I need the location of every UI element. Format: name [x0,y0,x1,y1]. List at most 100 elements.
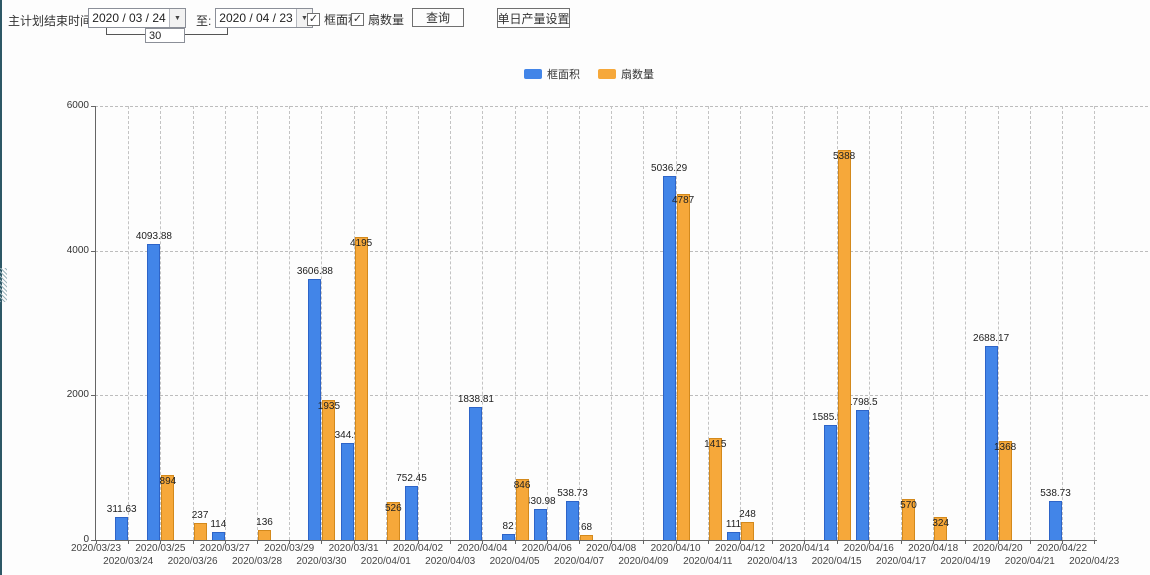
bar-value-label: 3606.88 [296,266,333,277]
y-axis-tick [91,395,95,397]
splitter-grip[interactable] [0,268,7,302]
bar-扇数量-2020/04/12 [741,522,754,540]
x-axis-tick [740,540,741,544]
bar-value-label: 4195 [349,238,373,249]
y-axis-label: 2000 [66,389,89,401]
bar-扇数量-2020/03/30 [322,400,336,540]
x-axis-tick [933,540,935,544]
bar-value-label: 430.98 [525,496,556,507]
bar-value-label: 324 [932,518,950,529]
x-axis-tick [707,540,709,544]
bar-value-label: 1838.81 [457,394,494,405]
bar-value-label: 846 [513,480,531,491]
x-axis-tick [224,540,226,544]
x-axis-tick [1029,540,1031,544]
x-axis-label: 2020/04/20 [972,543,1023,554]
bar-框面积-2020/03/30 [308,279,322,540]
bar-框面积-2020/03/24 [115,517,129,540]
x-axis-tick [450,540,452,544]
x-gridline [611,106,613,540]
checkbox-checked-icon[interactable]: ✓ [351,13,364,26]
bar-value-label: 1798.5 [847,397,878,408]
bar-框面积-2020/03/25 [147,244,161,540]
y-axis-label: 4000 [66,244,89,256]
bar-value-label: 1415 [704,439,727,450]
x-axis-tick [772,540,774,544]
bar-value-label: 248 [739,509,756,520]
x-axis-label: 2020/03/26 [167,556,218,567]
bar-扇数量-2020/04/17 [902,499,915,540]
x-axis-label: 2020/04/16 [843,543,894,554]
checkbox-checked-icon[interactable]: ✓ [307,13,320,26]
x-axis-label: 2020/04/10 [650,543,701,554]
bar-value-label: 114 [210,519,227,530]
x-gridline [418,106,419,540]
legend-item-frame-area[interactable]: 框面积 [524,66,580,82]
fan-count-checkbox[interactable]: ✓ 扇数量 [351,11,404,28]
interval-input[interactable] [145,28,185,43]
fan-count-checkbox-label: 扇数量 [368,13,405,27]
x-gridline [224,106,226,540]
bar-框面积-2020/04/22 [1049,501,1062,540]
bar-扇数量-2020/04/05 [515,479,529,540]
bar-扇数量-2020/04/20 [998,441,1012,540]
bar-value-label: 752.45 [396,473,427,484]
date-from-picker[interactable]: 2020 / 03 / 24 ▼ [88,8,186,28]
x-axis-label: 2020/04/22 [1036,543,1088,554]
x-axis-tick [418,540,419,544]
x-axis-label: 2020/04/04 [457,543,508,554]
x-gridline [257,106,258,540]
y-axis-tick [91,250,95,252]
x-gridline [772,106,774,540]
legend-label: 扇数量 [621,69,654,81]
bar-框面积-2020/04/06 [533,509,547,540]
x-axis-label: 2020/04/03 [425,556,476,567]
x-gridline [385,106,387,540]
legend-item-fan-count[interactable]: 扇数量 [598,66,654,82]
query-button[interactable]: 查询 [412,8,464,27]
daily-output-settings-button[interactable]: 单日产量设置 [497,8,570,28]
bar-框面积-2020/04/10 [662,176,676,540]
x-axis-tick [611,540,613,544]
x-axis-label: 2020/04/05 [489,556,540,567]
x-axis-label: 2020/04/01 [360,556,411,567]
x-gridline [353,106,355,540]
legend-label: 框面积 [547,69,580,81]
x-gridline [192,106,194,540]
y-axis-label: 6000 [66,100,89,111]
bar-框面积-2020/04/04 [469,407,483,540]
bar-扇数量-2020/04/01 [386,502,400,540]
x-axis-label: 2020/04/13 [747,556,798,567]
x-axis-tick [128,540,130,544]
x-axis-label: 2020/04/08 [586,543,637,554]
bar-扇数量-2020/04/18 [934,517,948,540]
x-axis-tick [289,540,291,544]
x-axis-tick [96,540,97,544]
x-gridline [836,106,838,540]
bar-value-label: 82 [502,521,514,532]
bar-value-label: 4787 [671,195,695,206]
x-gridline [160,106,162,540]
bar-value-label: 1935 [317,401,341,412]
x-gridline [128,106,130,540]
x-gridline [707,106,709,540]
x-axis-tick [1094,540,1096,544]
x-axis-label: 2020/04/18 [908,543,959,554]
y-axis-tick [91,106,95,107]
chevron-down-icon[interactable]: ▼ [169,9,185,27]
bar-扇数量-2020/03/25 [161,475,175,540]
bar-扇数量-2020/03/26 [193,523,207,540]
x-axis-label: 2020/03/29 [264,543,315,554]
y-gridline [95,395,1148,397]
x-gridline [740,106,741,540]
bar-框面积-2020/04/15 [823,425,837,540]
bar-value-label: 4093.88 [135,231,172,242]
bar-框面积-2020/04/12 [727,532,740,540]
x-gridline [933,106,935,540]
bar-扇数量-2020/04/07 [580,535,593,540]
x-axis-label: 2020/03/24 [103,556,154,567]
bar-value-label: 2688.17 [973,333,1010,344]
x-axis-label: 2020/04/06 [521,543,572,554]
x-axis-label: 2020/04/23 [1069,556,1120,567]
